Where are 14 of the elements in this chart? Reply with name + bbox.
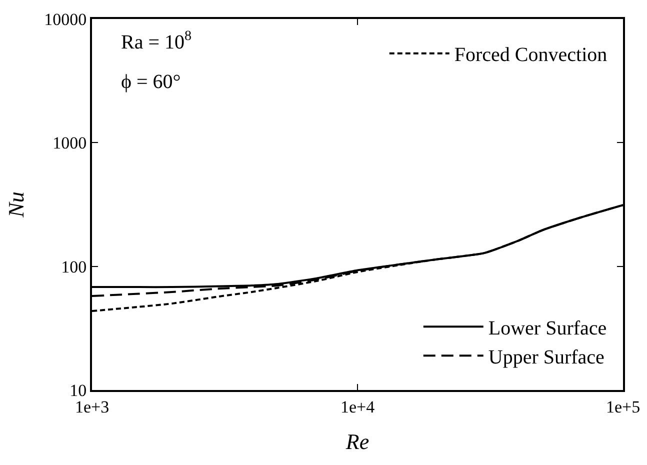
x-axis-title: Re <box>344 428 370 454</box>
x-tick-label: 1e+5 <box>606 397 640 416</box>
y-axis-title: Nu <box>3 192 28 218</box>
y-tick-label: 1000 <box>52 134 87 153</box>
y-tick-label: 10000 <box>44 10 87 29</box>
y-tick-label: 100 <box>61 257 87 276</box>
x-tick-label: 1e+4 <box>340 397 376 416</box>
legend-label: Forced Convection <box>454 44 608 66</box>
legend-label: Lower Surface <box>488 317 607 340</box>
y-tick-label: 10 <box>70 380 87 400</box>
annotation: Ra = 10$^{8}$ <box>121 29 192 54</box>
legend-label: Upper Surface <box>488 346 605 368</box>
x-tick-label: 1e+3 <box>74 397 110 416</box>
annotation: ϕ = 60° <box>121 71 181 93</box>
